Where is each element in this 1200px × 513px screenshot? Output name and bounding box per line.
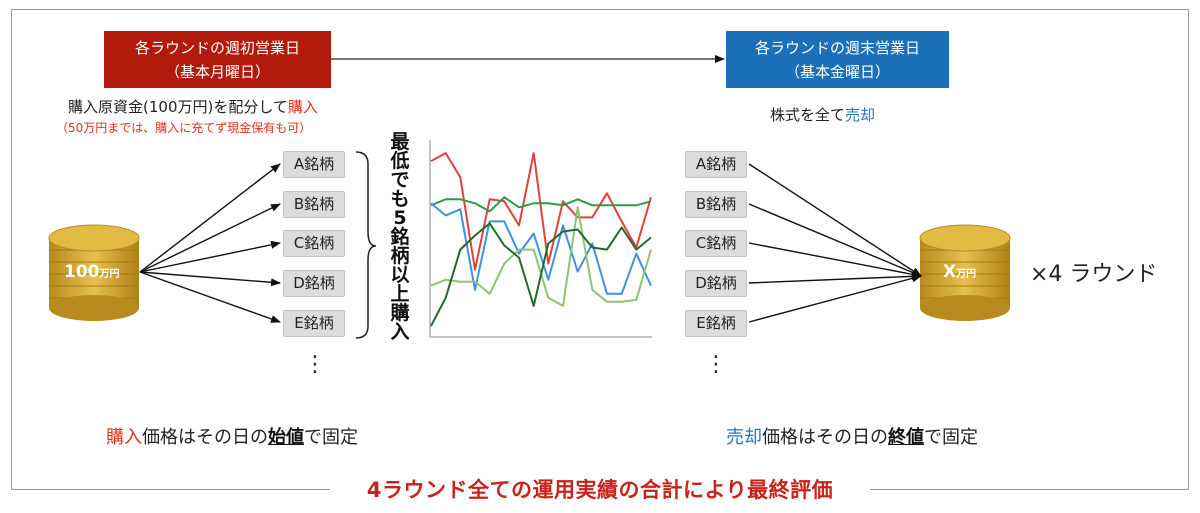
left-stock-a: A銘柄 <box>283 151 345 178</box>
sell-price-rule: 売却価格はその日の終値で固定 <box>726 423 978 449</box>
week-end-title: 各ラウンドの週末営業日 <box>754 39 920 57</box>
buy-arrows <box>139 163 281 323</box>
right-stock-d: D銘柄 <box>685 270 747 297</box>
buy-price-rule: 購入価格はその日の始値で固定 <box>106 423 358 449</box>
chart-series-line-1 <box>430 152 652 271</box>
sell-price-emphasis: 売却 <box>726 427 762 448</box>
left-coin-amount: 100 <box>64 262 100 282</box>
chart-series-line-5 <box>430 222 652 327</box>
buy-note: （50万円までは、購入に充てず現金保有も可） <box>56 121 312 135</box>
week-start-box: 各ラウンドの週初営業日 （基本月曜日） <box>104 31 331 88</box>
left-stock-d: D銘柄 <box>283 270 345 297</box>
buy-price-mid: 価格はその日の <box>142 427 268 448</box>
buy-instruction-text: 購入原資金(100万円)を配分して <box>68 98 288 116</box>
sell-instruction: 株式を全て売却 <box>770 104 875 125</box>
sell-price-mid: 価格はその日の <box>762 427 888 448</box>
buy-emphasis: 購入 <box>287 98 318 116</box>
right-coin-stack <box>919 224 1011 321</box>
week-start-title: 各ラウンドの週初営業日 <box>134 39 300 57</box>
rounds-multiplier: ×4 ラウンド <box>1030 262 1158 287</box>
chart-series-line-2 <box>430 196 652 213</box>
footer-summary: 4ラウンド全ての運用実績の合計により最終評価 <box>366 478 834 502</box>
right-stock-a: A銘柄 <box>685 151 747 178</box>
sell-price-suffix: で固定 <box>924 427 978 448</box>
sell-instruction-text: 株式を全て <box>770 106 846 124</box>
right-stock-b: B銘柄 <box>685 191 747 218</box>
left-coin-label: 100万円 <box>64 262 120 282</box>
minimum-stocks-note: 最低でも5銘柄以上購入 <box>390 131 410 343</box>
right-stock-c: C銘柄 <box>685 230 747 257</box>
selection-brace <box>355 151 377 339</box>
week-end-box: 各ラウンドの週末営業日 （基本金曜日） <box>726 31 949 88</box>
sell-arrows <box>748 163 922 323</box>
left-stock-e: E銘柄 <box>283 310 345 337</box>
right-stock-e: E銘柄 <box>685 310 747 337</box>
buy-price-suffix: で固定 <box>304 427 358 448</box>
right-more-dots: ⋮ <box>705 352 727 377</box>
chart-series-line-3 <box>430 202 652 295</box>
right-coin-amount: X <box>943 262 957 282</box>
price-chart <box>429 140 652 338</box>
left-stock-b: B銘柄 <box>283 191 345 218</box>
sell-price-key: 終値 <box>888 427 924 448</box>
right-coin-unit: 万円 <box>956 269 977 280</box>
buy-instruction: 購入原資金(100万円)を配分して購入 <box>68 96 318 117</box>
left-more-dots: ⋮ <box>304 352 326 377</box>
buy-price-emphasis: 購入 <box>106 427 142 448</box>
left-stock-c: C銘柄 <box>283 230 345 257</box>
left-coin-stack <box>48 224 140 321</box>
sell-emphasis: 売却 <box>845 106 876 124</box>
week-end-subtitle: （基本金曜日） <box>784 63 890 81</box>
week-start-subtitle: （基本月曜日） <box>164 63 270 81</box>
left-coin-unit: 万円 <box>99 269 120 280</box>
buy-price-key: 始値 <box>268 427 304 448</box>
footer-gap <box>330 478 870 504</box>
right-coin-label: X万円 <box>943 262 976 282</box>
